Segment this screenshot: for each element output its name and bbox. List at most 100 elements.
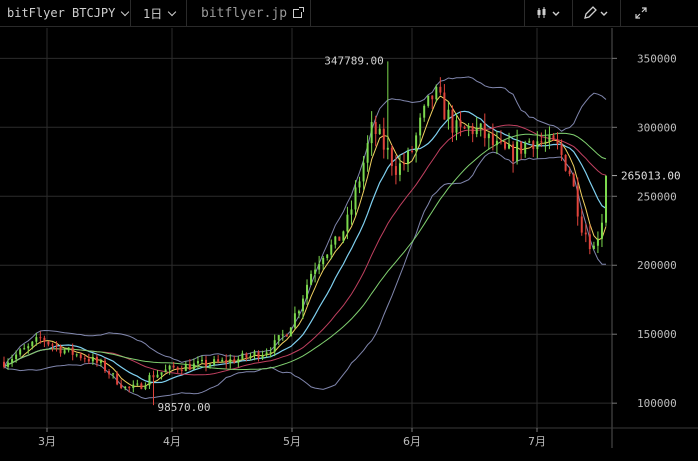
candle bbox=[87, 353, 90, 365]
time-axis: 3月 4月 5月 6月 7月 bbox=[38, 428, 546, 448]
candle-body bbox=[184, 364, 187, 372]
candle bbox=[63, 347, 66, 355]
candle bbox=[423, 104, 426, 122]
price-tick-label: 200000 bbox=[637, 259, 677, 272]
candle-body bbox=[370, 122, 373, 144]
candle-body bbox=[354, 187, 357, 210]
candle-body bbox=[196, 361, 199, 364]
candle bbox=[605, 175, 607, 226]
candle bbox=[209, 363, 212, 369]
candle bbox=[338, 236, 341, 241]
candle bbox=[576, 177, 579, 226]
candle bbox=[59, 344, 62, 357]
candle-body bbox=[318, 264, 321, 270]
symbol-label: bitFlyer BTCJPY bbox=[7, 6, 116, 20]
candle-body bbox=[289, 327, 292, 337]
candle-body bbox=[394, 166, 397, 175]
candle-body bbox=[144, 385, 147, 389]
candle bbox=[560, 139, 563, 161]
candle-body bbox=[342, 231, 345, 241]
bollinger-upper bbox=[3, 76, 607, 368]
candle bbox=[415, 132, 418, 163]
candle bbox=[233, 355, 236, 364]
candle-body bbox=[233, 359, 236, 363]
interval-selector[interactable]: 1日 bbox=[131, 0, 187, 26]
drawing-tools-button[interactable] bbox=[572, 0, 620, 26]
candle bbox=[245, 352, 248, 362]
candle-body bbox=[528, 141, 531, 143]
fullscreen-button[interactable] bbox=[620, 0, 660, 26]
candle bbox=[11, 354, 14, 367]
candle-body bbox=[108, 371, 111, 375]
candle-body bbox=[382, 128, 385, 150]
candle-body bbox=[524, 142, 527, 154]
candle bbox=[342, 230, 345, 244]
candle bbox=[39, 331, 42, 344]
candle bbox=[318, 255, 321, 275]
candle-body bbox=[83, 358, 86, 360]
candle-body bbox=[47, 341, 50, 345]
candle-body bbox=[176, 367, 179, 370]
candle-body bbox=[540, 141, 543, 143]
candle-body bbox=[116, 373, 119, 385]
candle-body bbox=[362, 162, 365, 182]
candle-body bbox=[605, 175, 607, 223]
candle bbox=[374, 115, 377, 147]
candle-body bbox=[326, 254, 329, 258]
candle-body bbox=[200, 359, 203, 362]
candle-body bbox=[544, 141, 547, 143]
candle-body bbox=[415, 135, 418, 152]
candle-body bbox=[310, 273, 313, 285]
high-price-label: 347789.00 bbox=[324, 54, 384, 67]
candle-body bbox=[95, 356, 98, 363]
candle-body bbox=[213, 359, 216, 365]
candle-body bbox=[520, 141, 523, 154]
time-tick-label: 6月 bbox=[403, 435, 421, 448]
candle-body bbox=[301, 298, 304, 312]
candle bbox=[257, 350, 260, 362]
candle-body bbox=[188, 364, 191, 370]
candle-body bbox=[168, 365, 171, 370]
candle bbox=[160, 372, 163, 380]
candle-body bbox=[503, 142, 506, 149]
site-link[interactable]: bitflyer.jp bbox=[187, 0, 311, 26]
candle-body bbox=[75, 354, 78, 356]
candle bbox=[467, 123, 470, 137]
candle bbox=[31, 340, 34, 350]
candle-body bbox=[39, 337, 42, 339]
candle-body bbox=[91, 356, 94, 362]
candle-body bbox=[265, 352, 268, 355]
candle-body bbox=[27, 346, 30, 349]
candle-body bbox=[431, 95, 434, 100]
candle-body bbox=[281, 334, 284, 336]
candle bbox=[370, 111, 373, 156]
candle-body bbox=[508, 144, 511, 149]
candle bbox=[398, 154, 401, 182]
symbol-selector[interactable]: bitFlyer BTCJPY bbox=[0, 0, 131, 26]
candle bbox=[35, 332, 38, 346]
candle-body bbox=[229, 359, 232, 364]
pencil-icon bbox=[583, 6, 607, 19]
candle-body bbox=[358, 181, 361, 188]
candle-body bbox=[552, 135, 555, 141]
candle bbox=[407, 147, 410, 173]
candle bbox=[552, 133, 555, 141]
candle bbox=[592, 241, 595, 250]
candle bbox=[237, 355, 240, 368]
candle-body bbox=[483, 123, 486, 139]
candle-style-button[interactable] bbox=[524, 0, 572, 26]
candle-body bbox=[451, 109, 454, 133]
candle bbox=[487, 132, 490, 150]
candle bbox=[289, 326, 292, 337]
candle bbox=[43, 335, 46, 348]
candle bbox=[3, 356, 5, 369]
candle bbox=[7, 358, 10, 370]
candle bbox=[306, 279, 309, 305]
candle-body bbox=[548, 135, 551, 142]
candle bbox=[124, 386, 127, 391]
candle-body bbox=[398, 163, 401, 175]
candle bbox=[205, 355, 208, 372]
candle bbox=[411, 146, 414, 154]
candle-body bbox=[532, 141, 535, 150]
